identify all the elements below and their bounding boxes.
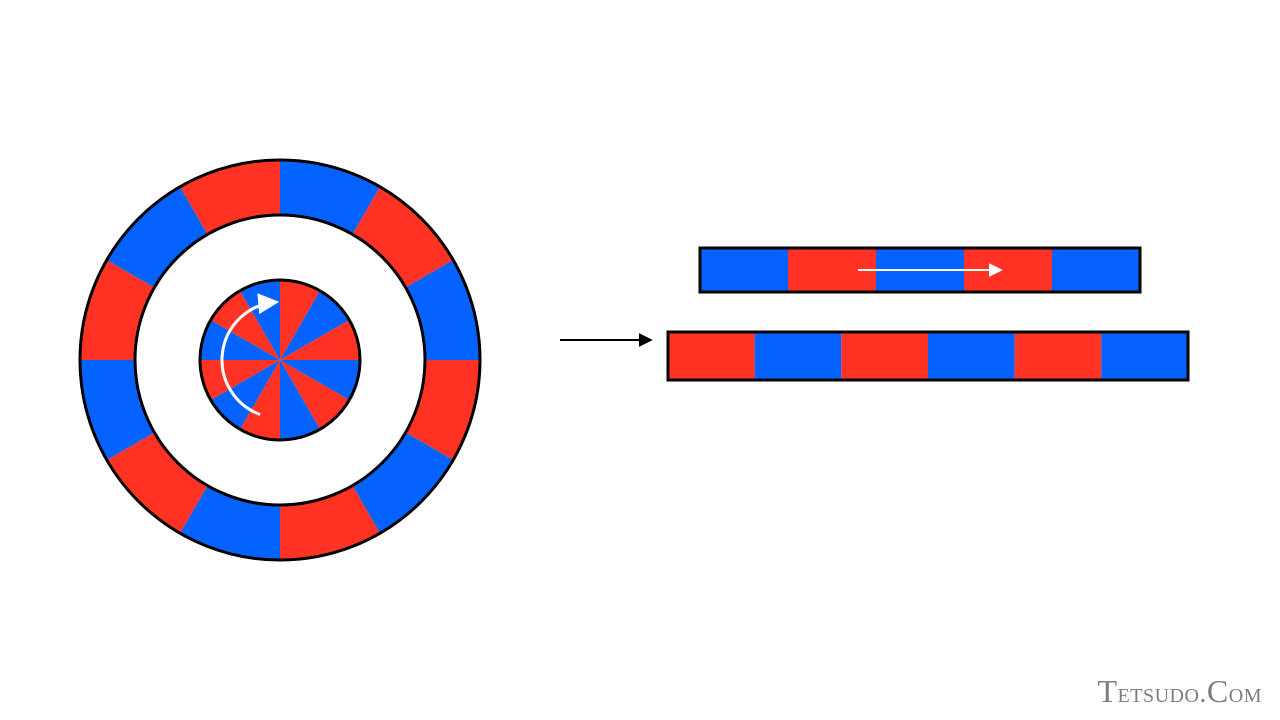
watermark-part-4: om	[1229, 678, 1262, 709]
watermark-part-1: etsudo	[1118, 678, 1200, 709]
diagram-canvas: Tetsudo.Com	[0, 0, 1280, 720]
watermark: Tetsudo.Com	[1097, 673, 1262, 710]
watermark-part-2: .	[1199, 678, 1207, 709]
diagram-svg	[0, 0, 1280, 720]
watermark-part-3: C	[1207, 673, 1229, 709]
watermark-part-0: T	[1097, 673, 1117, 709]
